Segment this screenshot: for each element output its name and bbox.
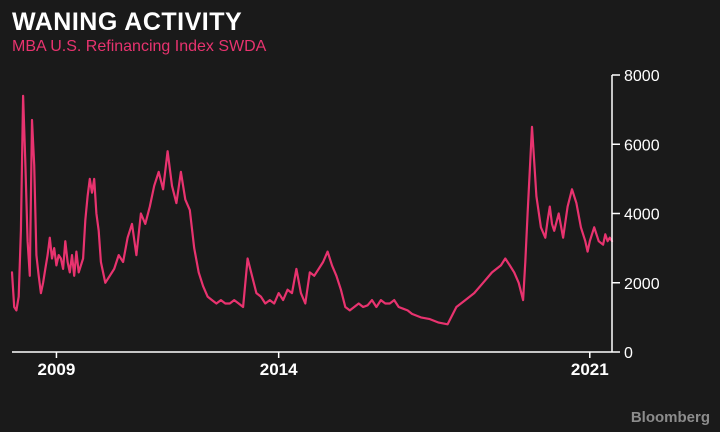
x-tick-label: 2014	[260, 360, 298, 379]
y-tick-label: 8000	[624, 68, 660, 85]
chart-title: WANING ACTIVITY	[12, 8, 243, 36]
chart-subtitle: MBA U.S. Refinancing Index SWDA	[12, 38, 267, 55]
series-line-0	[10, 94, 614, 326]
x-tick-label: 2009	[38, 360, 76, 379]
series-layer	[10, 94, 614, 326]
y-tick-label: 6000	[624, 137, 660, 154]
bloomberg-logo: Bloomberg	[630, 409, 710, 426]
y-tick-label: 4000	[624, 207, 660, 224]
y-tick-label: 0	[624, 345, 633, 362]
axis-layer: 0 2000 4000 6000 8000 2009 2014 2021	[12, 68, 660, 379]
y-tick-label: 2000	[624, 276, 660, 293]
x-tick-label: 2021	[571, 360, 609, 379]
